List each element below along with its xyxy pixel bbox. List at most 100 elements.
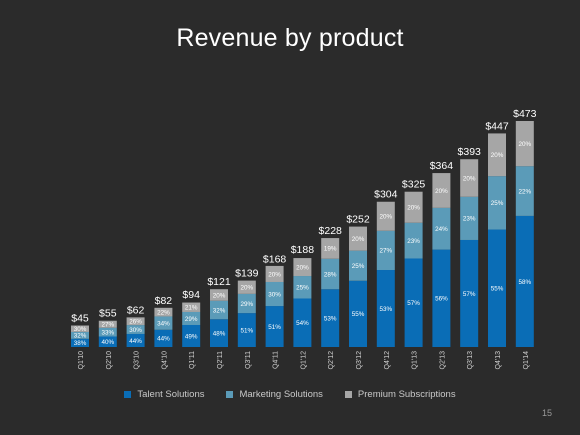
data-label-premium-subscriptions-q4-13: 20% (491, 152, 504, 159)
data-label-premium-subscriptions-q3-10: 26% (129, 319, 142, 326)
data-label-marketing-solutions-q3-11: 29% (240, 301, 253, 308)
legend-item-premium-subscriptions: Premium Subscriptions (344, 389, 456, 400)
total-label-q2-12: $228 (319, 225, 343, 237)
bar-segment-marketing-solutions-q1-10 (71, 331, 89, 339)
bar-segment-premium-subscriptions-q2-13 (432, 173, 451, 208)
data-label-talent-solutions-q1-13: 57% (407, 300, 420, 307)
bar-segment-premium-subscriptions-q1-11 (182, 302, 201, 312)
bar-segment-premium-subscriptions-q1-10 (71, 325, 89, 332)
data-label-premium-subscriptions-q1-13: 20% (407, 205, 420, 212)
data-label-marketing-solutions-q4-12: 27% (379, 248, 392, 255)
legend-swatch-talent-solutions (124, 391, 132, 398)
x-tick-label-q1-13: Q1'13 (412, 351, 419, 370)
bar-segment-marketing-solutions-q2-10 (98, 327, 117, 337)
x-tick-label-q2-11: Q2'11 (217, 351, 224, 369)
data-label-marketing-solutions-q2-12: 28% (324, 271, 337, 278)
bar-segment-marketing-solutions-q2-11 (210, 300, 228, 320)
total-label-q2-10: $55 (99, 308, 117, 320)
bar-segment-premium-subscriptions-q2-11 (210, 289, 228, 301)
data-label-premium-subscriptions-q3-13: 20% (463, 175, 476, 182)
bar-segment-talent-solutions-q4-10 (154, 329, 173, 347)
data-label-marketing-solutions-q2-13: 24% (435, 226, 448, 233)
bar-segment-premium-subscriptions-q4-10 (154, 307, 173, 317)
page-number: 15 (541, 408, 552, 418)
data-label-premium-subscriptions-q1-14: 20% (518, 141, 531, 148)
bar-segment-marketing-solutions-q1-11 (182, 311, 201, 325)
legend-label-talent-solutions: Talent Solutions (137, 389, 205, 400)
bar-segment-premium-subscriptions-q1-14 (515, 121, 534, 167)
x-tick-label-q4-12: Q4'12 (384, 351, 391, 370)
x-tick-label-q1-11: Q1'11 (189, 351, 196, 369)
bar-segment-marketing-solutions-q3-13 (460, 196, 479, 240)
x-tick-label-q2-12: Q2'12 (328, 351, 335, 370)
x-tick-label-q3-11: Q3'11 (245, 351, 252, 369)
data-label-talent-solutions-q1-10: 38% (74, 340, 87, 347)
data-label-talent-solutions-q3-12: 55% (352, 311, 365, 318)
chart-title: Revenue by product (176, 24, 404, 52)
data-label-marketing-solutions-q1-11: 29% (185, 316, 198, 323)
bar-segment-marketing-solutions-q1-13 (404, 222, 423, 259)
bar-segment-premium-subscriptions-q4-13 (488, 133, 506, 177)
x-tick-label-q4-11: Q4'11 (273, 351, 280, 369)
data-label-premium-subscriptions-q1-10: 30% (74, 326, 87, 333)
data-label-marketing-solutions-q3-10: 30% (129, 327, 142, 334)
bar-segment-marketing-solutions-q1-12 (293, 276, 312, 299)
total-label-q4-11: $168 (263, 254, 287, 266)
data-label-talent-solutions-q2-12: 53% (324, 315, 337, 322)
data-label-premium-subscriptions-q3-11: 20% (240, 285, 253, 292)
data-label-marketing-solutions-q4-11: 30% (268, 291, 281, 298)
total-label-q3-11: $139 (235, 268, 259, 280)
data-label-marketing-solutions-q3-13: 23% (463, 216, 476, 223)
data-label-talent-solutions-q4-12: 53% (379, 306, 392, 313)
bar-segment-talent-solutions-q2-13 (432, 249, 451, 347)
chart-legend: Talent Solutions Marketing Solutions Pre… (0, 389, 580, 400)
legend-item-marketing-solutions: Marketing Solutions (226, 389, 323, 400)
data-label-premium-subscriptions-q1-11: 21% (185, 305, 198, 312)
total-label-q4-13: $447 (485, 120, 509, 132)
total-label-q1-14: $473 (513, 108, 537, 120)
bar-segment-marketing-solutions-q3-12 (349, 250, 367, 281)
data-label-premium-subscriptions-q4-11: 20% (268, 271, 281, 278)
bar-segment-premium-subscriptions-q1-13 (404, 191, 423, 223)
data-label-marketing-solutions-q4-13: 25% (491, 200, 504, 207)
bar-segment-talent-solutions-q1-12 (293, 298, 312, 347)
legend-label-premium-subscriptions: Premium Subscriptions (357, 389, 456, 400)
x-tick-label-q2-13: Q2'13 (439, 351, 446, 370)
legend-swatch-marketing-solutions (226, 391, 234, 398)
data-label-premium-subscriptions-q3-12: 20% (352, 236, 365, 243)
bar-segment-talent-solutions-q2-12 (321, 289, 340, 347)
bar-segment-talent-solutions-q1-10 (71, 338, 89, 347)
bar-segment-marketing-solutions-q4-12 (376, 230, 395, 271)
data-label-marketing-solutions-q1-14: 22% (518, 188, 531, 195)
data-label-premium-subscriptions-q1-12: 20% (296, 264, 309, 271)
data-label-talent-solutions-q4-13: 55% (491, 286, 504, 293)
data-label-marketing-solutions-q2-11: 32% (213, 307, 226, 314)
x-tick-label-q2-10: Q2'10 (106, 351, 113, 370)
data-label-premium-subscriptions-q2-12: 19% (324, 246, 337, 253)
x-tick-label-q4-10: Q4'10 (161, 351, 168, 370)
legend-swatch-premium-subscriptions (344, 391, 352, 398)
x-tick-label-q3-13: Q3'13 (467, 351, 474, 370)
data-label-premium-subscriptions-q2-11: 20% (213, 292, 226, 299)
data-label-premium-subscriptions-q4-10: 22% (157, 309, 170, 316)
data-label-premium-subscriptions-q2-10: 27% (101, 322, 114, 329)
bar-segment-premium-subscriptions-q2-12 (321, 238, 340, 259)
data-label-talent-solutions-q3-10: 44% (129, 338, 142, 345)
bar-segment-marketing-solutions-q4-13 (488, 176, 506, 230)
total-label-q1-10: $45 (71, 312, 89, 324)
bar-segment-premium-subscriptions-q3-13 (460, 159, 479, 197)
total-label-q3-13: $393 (458, 146, 482, 158)
data-label-talent-solutions-q4-11: 51% (268, 324, 281, 331)
data-label-talent-solutions-q4-10: 44% (157, 336, 170, 343)
x-tick-label-q1-10: Q1'10 (78, 351, 85, 370)
legend-label-marketing-solutions: Marketing Solutions (239, 389, 323, 400)
total-label-q1-13: $325 (402, 179, 426, 191)
data-label-talent-solutions-q3-11: 51% (240, 327, 253, 334)
data-label-premium-subscriptions-q2-13: 20% (435, 188, 448, 195)
total-label-q3-10: $62 (127, 304, 145, 316)
x-tick-label-q3-10: Q3'10 (134, 351, 141, 370)
bar-segment-marketing-solutions-q3-10 (126, 325, 145, 334)
data-label-marketing-solutions-q2-10: 33% (101, 329, 114, 336)
total-label-q1-11: $94 (182, 289, 200, 301)
